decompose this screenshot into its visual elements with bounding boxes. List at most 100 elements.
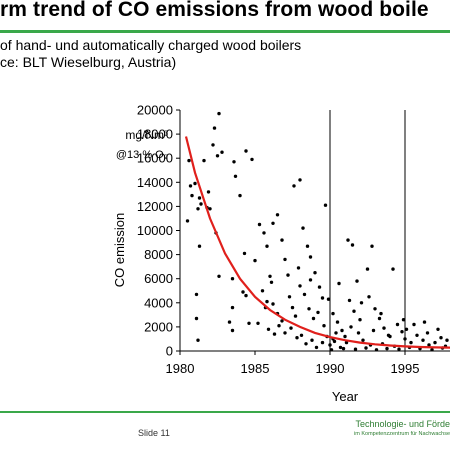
data-point-103 bbox=[409, 340, 413, 345]
data-point-11 bbox=[206, 190, 211, 194]
data-point-12 bbox=[211, 143, 215, 147]
y-tick-label-6000: 6000 bbox=[144, 271, 173, 286]
data-point-55 bbox=[290, 305, 295, 310]
y-tick-label-2000: 2000 bbox=[144, 319, 173, 334]
footer-organization: Technologie- und Förde bbox=[355, 419, 450, 429]
data-point-111 bbox=[341, 346, 346, 351]
data-point-59 bbox=[301, 226, 305, 230]
data-point-74 bbox=[322, 324, 326, 328]
data-point-23 bbox=[232, 160, 236, 164]
data-point-26 bbox=[244, 149, 248, 153]
data-point-50 bbox=[266, 327, 271, 331]
data-point-24 bbox=[233, 174, 238, 178]
data-point-31 bbox=[227, 320, 232, 324]
data-point-29 bbox=[230, 277, 235, 281]
x-tick-label-1980: 1980 bbox=[166, 361, 195, 376]
y-tick-label-12000: 12000 bbox=[137, 199, 173, 214]
data-point-72 bbox=[323, 203, 328, 207]
data-point-0 bbox=[187, 158, 191, 163]
data-point-96 bbox=[377, 316, 382, 321]
scatter-points bbox=[185, 111, 449, 352]
data-point-63 bbox=[302, 292, 307, 297]
data-point-42 bbox=[275, 213, 280, 217]
data-point-102 bbox=[403, 337, 407, 341]
subtitle-line-1: of hand- und automatically charged wood … bbox=[0, 37, 302, 53]
data-point-10 bbox=[208, 207, 212, 211]
data-point-36 bbox=[253, 258, 257, 263]
data-point-90 bbox=[356, 331, 361, 335]
y-tick-label-8000: 8000 bbox=[144, 247, 173, 262]
data-point-20 bbox=[196, 338, 200, 342]
data-point-19 bbox=[194, 316, 199, 321]
footer-divider bbox=[0, 411, 450, 413]
data-point-5 bbox=[196, 207, 200, 211]
x-axis-label: Year bbox=[332, 389, 359, 404]
data-point-1 bbox=[188, 184, 193, 188]
data-point-62 bbox=[298, 284, 302, 288]
data-point-83 bbox=[338, 345, 343, 350]
data-point-112 bbox=[353, 347, 358, 351]
data-point-115 bbox=[385, 346, 389, 351]
data-point-73 bbox=[316, 310, 320, 315]
data-point-126 bbox=[334, 331, 338, 335]
data-point-67 bbox=[299, 333, 304, 337]
data-point-138 bbox=[337, 281, 341, 286]
data-point-7 bbox=[199, 202, 203, 206]
data-point-14 bbox=[217, 111, 221, 116]
chart-grid bbox=[329, 110, 406, 351]
data-point-37 bbox=[257, 222, 262, 227]
data-point-32 bbox=[230, 328, 235, 333]
data-point-78 bbox=[331, 311, 335, 316]
x-tick-label-1985: 1985 bbox=[241, 361, 270, 376]
data-point-113 bbox=[364, 346, 368, 350]
data-point-28 bbox=[242, 251, 247, 256]
data-point-80 bbox=[340, 328, 344, 333]
data-point-95 bbox=[373, 307, 377, 311]
data-point-22 bbox=[217, 274, 221, 278]
data-point-116 bbox=[397, 347, 401, 351]
data-point-68 bbox=[310, 338, 314, 342]
data-point-135 bbox=[296, 266, 301, 270]
data-point-8 bbox=[202, 158, 206, 163]
data-point-43 bbox=[280, 238, 284, 242]
unit-label: mg/Nm³ bbox=[125, 128, 168, 142]
slide-number: Slide 11 bbox=[138, 428, 170, 438]
y-tick-label-18000: 18000 bbox=[137, 127, 173, 142]
y-tick-label-16000: 16000 bbox=[137, 151, 173, 166]
y-axis-label: CO emission bbox=[112, 213, 127, 287]
data-point-58 bbox=[292, 184, 296, 188]
chart-axes bbox=[176, 109, 450, 355]
y-tick-label-0: 0 bbox=[166, 344, 173, 359]
y-tick-label-14000: 14000 bbox=[137, 175, 173, 190]
data-point-41 bbox=[271, 221, 275, 225]
data-point-15 bbox=[215, 154, 220, 158]
data-point-49 bbox=[256, 321, 260, 325]
data-point-108 bbox=[439, 336, 443, 340]
data-point-3 bbox=[190, 193, 194, 198]
data-point-129 bbox=[388, 334, 392, 339]
data-point-147 bbox=[404, 327, 409, 331]
data-point-141 bbox=[401, 318, 406, 322]
data-point-53 bbox=[286, 273, 290, 277]
data-point-127 bbox=[349, 325, 353, 329]
data-point-38 bbox=[262, 231, 266, 235]
trend-line-group bbox=[184, 136, 450, 349]
data-point-25 bbox=[238, 193, 242, 198]
data-point-125 bbox=[277, 324, 281, 328]
data-point-132 bbox=[436, 327, 440, 331]
data-point-84 bbox=[346, 238, 350, 242]
co-emission-chart: 0 2000 4000 6000 8000 10000 12000 14000 16000 180… bbox=[112, 103, 450, 404]
slide-title: rm trend of CO emissions from wood boile bbox=[0, 0, 429, 21]
data-point-6 bbox=[197, 196, 202, 200]
data-point-87 bbox=[347, 298, 352, 303]
data-point-4 bbox=[193, 181, 197, 186]
data-point-92 bbox=[365, 267, 370, 271]
data-point-137 bbox=[326, 297, 331, 301]
data-point-17 bbox=[197, 244, 202, 248]
data-point-99 bbox=[391, 267, 395, 271]
data-point-79 bbox=[335, 320, 340, 324]
title-divider bbox=[0, 30, 450, 33]
data-point-51 bbox=[272, 332, 277, 336]
data-point-70 bbox=[317, 285, 322, 289]
data-point-48 bbox=[280, 319, 284, 323]
